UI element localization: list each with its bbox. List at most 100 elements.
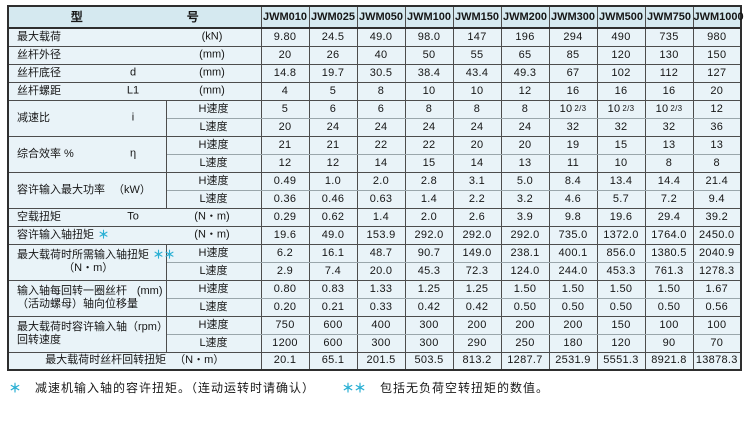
row-unit: (mm) — [199, 66, 225, 79]
high-speed-label: H速度 — [165, 243, 262, 263]
value-cell: 12 — [308, 153, 358, 173]
value-cell: 8 — [356, 81, 406, 101]
value-cell: 1764.0 — [644, 225, 694, 245]
footnote-marker-icon: ＊ — [98, 228, 109, 241]
value-cell: 36 — [692, 117, 742, 137]
value-cell: 1.50 — [644, 279, 694, 299]
value-cell: 15 — [404, 153, 454, 173]
value-cell: 0.42 — [404, 297, 454, 317]
value-cell: 14.8 — [260, 63, 310, 83]
value-cell: 238.1 — [500, 243, 550, 263]
fraction-suffix: 2/3 — [670, 104, 683, 113]
value-cell: 16 — [596, 81, 646, 101]
value-cell: 290 — [452, 333, 502, 353]
value-cell: 1.33 — [356, 279, 406, 299]
value-cell: 0.33 — [356, 297, 406, 317]
value-cell: 8 — [452, 99, 502, 119]
footnote-marker-icon: ＊＊ — [153, 249, 175, 261]
value-cell: 50 — [404, 45, 454, 65]
row-label-text: 综合效率 % — [17, 147, 74, 160]
row-label-line1: 最大载荷时所需输入轴扭矩 ＊＊ — [17, 249, 175, 262]
table-row: 丝杆螺距 L1 (mm) 4 5 8 10 10 12 16 16 16 20 — [7, 81, 742, 101]
value-cell: 29.4 — [644, 207, 694, 227]
table-row-low-speed: L速度 2.9 7.4 20.0 45.3 72.3 124.0 244.0 453.3 761.… — [8, 261, 742, 281]
low-speed-label: L速度 — [165, 261, 262, 281]
value-cell: 1372.0 — [596, 225, 646, 245]
value-cell: 0.83 — [308, 279, 358, 299]
value-cell: 49.0 — [356, 27, 406, 47]
row-symbol: d — [129, 66, 137, 79]
value-cell: 856.0 — [596, 243, 646, 263]
value-cell: 10 2/3 — [644, 99, 694, 119]
value-cell: 150 — [692, 45, 742, 65]
high-speed-label: H速度 — [165, 171, 262, 191]
value-cell: 12 — [500, 81, 550, 101]
value-cell: 14 — [356, 153, 406, 173]
value-cell: 0.49 — [260, 171, 310, 191]
value-cell: 0.63 — [356, 189, 406, 209]
value-cell: 127 — [692, 63, 742, 83]
value-cell: 761.3 — [644, 261, 694, 281]
model-header-jwm025: JWM025 — [308, 5, 358, 29]
value-cell: 400.1 — [548, 243, 598, 263]
value-cell: 9.80 — [260, 27, 310, 47]
footnote-no-load-torque: ＊＊ 包括无负荷空转扭矩的数值。 — [342, 379, 549, 396]
value-cell: 72.3 — [452, 261, 502, 281]
model-label-cell: 型 号 — [7, 5, 262, 29]
model-header-jwm100: JWM100 — [404, 5, 454, 29]
value-cell: 45.3 — [404, 261, 454, 281]
model-header-jwm050: JWM050 — [356, 5, 406, 29]
fraction-suffix: 2/3 — [622, 104, 635, 113]
value-cell: 85 — [548, 45, 598, 65]
value-cell: 20.1 — [260, 351, 310, 371]
value-cell: 292.0 — [404, 225, 454, 245]
value-cell: 16 — [548, 81, 598, 101]
high-speed-label: H速度 — [165, 135, 262, 155]
value-cell: 32 — [644, 117, 694, 137]
value-cell: 1.50 — [500, 279, 550, 299]
value-cell: 1287.7 — [500, 351, 550, 371]
value-cell: 10 2/3 — [596, 99, 646, 119]
table-row: 最大载荷 (kN) 9.80 24.5 49.0 98.0 147 196 294 490 735 9… — [7, 27, 742, 47]
value-cell: 11 — [548, 153, 598, 173]
row-label-text: 丝杆螺距 — [17, 84, 61, 97]
value-cell: 2.9 — [260, 261, 310, 281]
row-label: 最大载荷时容许输入轴 （rpm） 回转速度 — [7, 315, 168, 353]
value-cell: 300 — [356, 333, 406, 353]
value-cell: 503.5 — [404, 351, 454, 371]
value-cell: 600 — [308, 333, 358, 353]
value-cell: 2.8 — [404, 171, 454, 191]
table-row: 丝杆底径 d (mm) 14.8 19.7 30.5 38.4 43.4 49.3 67 102 11… — [7, 63, 742, 83]
value-cell: 292.0 — [452, 225, 502, 245]
value-cell: 49.0 — [308, 225, 358, 245]
model-header-jwm300: JWM300 — [548, 5, 598, 29]
table-row-low-speed: L速度 1200 600 300 300 290 250 180 120 90 70 — [8, 333, 742, 353]
table-row: 空载扭矩 To (N・m) 0.29 0.62 1.4 2.0 2.6 3.9 9.8 19.6 29… — [7, 207, 742, 227]
value-cell: 8 — [404, 99, 454, 119]
value-cell: 22 — [356, 135, 406, 155]
value-cell: 6 — [308, 99, 358, 119]
value-cell: 2040.9 — [692, 243, 742, 263]
row-label: 输入轴每回转一圈丝杆 (mm) （活动螺母）轴向位移量 — [7, 279, 167, 317]
row-unit: （N・m） — [174, 354, 225, 367]
fraction-suffix: 2/3 — [574, 104, 587, 113]
row-unit: (mm) — [199, 84, 225, 97]
value-cell: 6 — [356, 99, 406, 119]
value-cell: 5.7 — [596, 189, 646, 209]
value-cell: 24 — [308, 117, 358, 137]
value-cell: 813.2 — [452, 351, 502, 371]
value-cell: 13 — [692, 135, 742, 155]
value-cell: 120 — [596, 333, 646, 353]
value-cell: 13 — [644, 135, 694, 155]
value-cell: 8 — [500, 99, 550, 119]
value-cell: 0.42 — [452, 297, 502, 317]
value-cell: 1200 — [260, 333, 310, 353]
value-cell: 3.9 — [500, 207, 550, 227]
high-speed-label: H速度 — [165, 99, 262, 119]
row-label-text: 丝杆底径 — [17, 66, 61, 79]
value-cell: 120 — [596, 45, 646, 65]
value-cell: 21 — [308, 135, 358, 155]
table-row-high-speed: 最大载荷时容许输入轴 （rpm） 回转速度 H速度 750 600 400 300 200 200… — [7, 315, 742, 353]
value-cell: 65.1 — [308, 351, 358, 371]
